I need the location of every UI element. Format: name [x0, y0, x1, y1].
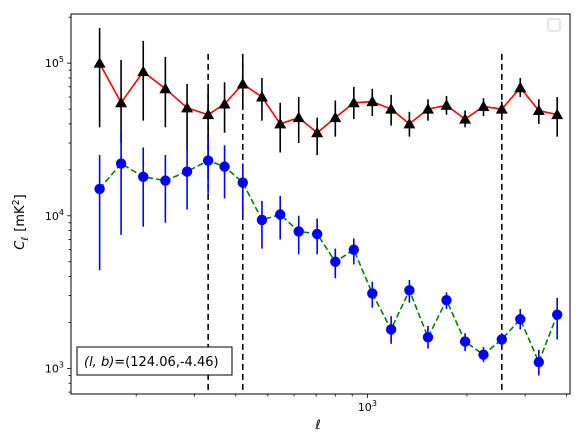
triangle-series-point	[202, 108, 215, 120]
triangle-series-point	[459, 113, 472, 124]
circle-series-point	[330, 256, 341, 267]
circle-series-point	[348, 244, 360, 255]
circle-series-point	[293, 226, 304, 237]
triangle-series-point	[347, 96, 360, 108]
triangle-series-point	[255, 91, 268, 102]
plot-frame	[70, 13, 571, 395]
x-tick-label: 103	[358, 399, 377, 414]
annotation-box	[76, 346, 233, 376]
y-tick-label: 103	[45, 360, 64, 375]
annotation-text: (l, b)=(124.06,-4.46)	[84, 355, 219, 370]
circle-series-point	[160, 175, 171, 186]
legend-box	[547, 18, 561, 32]
triangle-series-point	[159, 82, 172, 94]
triangle-series-point	[551, 108, 564, 120]
annotation-prefix: (l, b)	[84, 355, 114, 370]
x-axis-label: ℓ	[314, 418, 320, 433]
circle-series-point	[422, 332, 434, 343]
circle-series-point	[478, 349, 489, 360]
circle-series-point	[181, 166, 193, 177]
circle-series-point	[219, 161, 230, 172]
circle-series-point	[138, 171, 149, 183]
circle-series-point	[533, 356, 545, 368]
circle-series-point	[367, 288, 378, 299]
triangle-series-point	[421, 103, 434, 114]
circle-series-point	[404, 285, 415, 296]
triangle-series-point	[440, 99, 453, 110]
circle-series-point	[385, 324, 397, 335]
y-tick-label: 105	[45, 55, 64, 70]
y-tick-label: 104	[45, 208, 64, 223]
circle-series-point	[459, 336, 471, 347]
circle-series-line	[98, 159, 558, 365]
triangle-series-point	[477, 100, 490, 112]
circle-series-point	[202, 155, 214, 166]
triangle-series-line	[98, 62, 558, 134]
circle-series-point	[311, 228, 323, 240]
triangle-series-point	[311, 126, 324, 138]
y-axis-label: Cℓ[mK2]	[11, 194, 31, 249]
triangle-series-point	[218, 98, 231, 109]
triangle-series-point	[495, 103, 508, 114]
triangle-series-point	[93, 57, 106, 68]
circle-series-point	[94, 183, 105, 195]
triangle-series-point	[274, 117, 287, 129]
annotation-value: =(124.06,-4.46)	[114, 355, 218, 370]
circle-series-point	[441, 294, 452, 306]
plot-layer: 103 103 104 105	[45, 13, 571, 414]
triangle-series-point	[236, 78, 249, 89]
triangle-series-point	[292, 111, 305, 123]
triangle-series-point	[514, 81, 527, 93]
triangle-series-point	[115, 96, 128, 108]
triangle-series-point	[385, 103, 398, 114]
circle-series-point	[115, 158, 127, 169]
circle-series-point	[237, 177, 248, 188]
triangle-series-point	[366, 95, 379, 107]
circle-series-point	[274, 209, 286, 220]
triangle-series-point	[403, 117, 416, 129]
circle-series-point	[551, 309, 563, 320]
circle-series-point	[515, 314, 526, 325]
circle-series-point	[496, 334, 507, 345]
triangle-series-point	[137, 65, 150, 77]
triangle-series-point	[181, 101, 194, 113]
triangle-series-point	[329, 111, 342, 123]
triangle-series-point	[532, 104, 545, 115]
circle-series-point	[256, 214, 268, 226]
